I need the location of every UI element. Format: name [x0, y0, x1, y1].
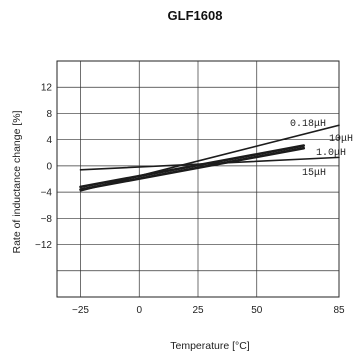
x-tick-label: 0	[136, 305, 142, 316]
y-tick-label: 12	[41, 83, 53, 94]
x-tick-label: 50	[251, 305, 263, 316]
y-tick-label: −4	[41, 188, 53, 199]
x-tick-label: 85	[333, 305, 345, 316]
series-line	[79, 144, 306, 189]
y-tick-label: −12	[35, 240, 52, 251]
y-tick-label: 4	[46, 135, 52, 146]
y-tick-label: 0	[46, 161, 52, 172]
y-axis-label: Rate of inductance change [%]	[11, 110, 23, 253]
series-group	[79, 124, 340, 192]
y-tick-label: 8	[46, 109, 52, 120]
series-label: 15μH	[302, 168, 326, 179]
series-label: 1.0μH	[316, 148, 346, 159]
series-label: 10μH	[329, 134, 353, 145]
chart-title: GLF1608	[168, 8, 223, 23]
x-axis-label: Temperature [°C]	[170, 340, 250, 352]
series-line	[79, 146, 306, 191]
series-label: 0.18μH	[290, 119, 326, 130]
tick-labels: 12 8 4 0 −4 −8 −12 −25 0 25 50 85	[35, 83, 345, 316]
series-line	[79, 156, 340, 171]
x-tick-label: −25	[72, 305, 89, 316]
x-tick-label: 25	[192, 305, 204, 316]
y-tick-label: −8	[41, 214, 53, 225]
grid	[57, 61, 340, 297]
